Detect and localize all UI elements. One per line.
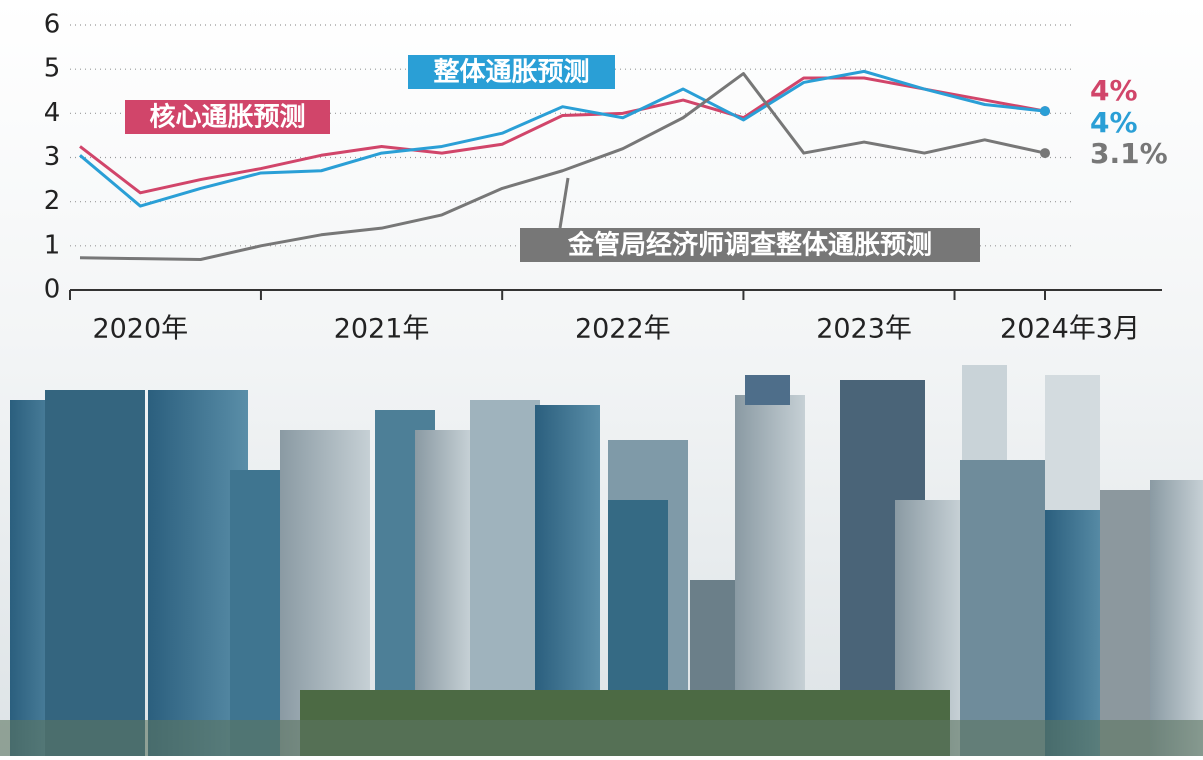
end-label: 3.1% [1090, 137, 1168, 170]
skyline-photo [0, 365, 1203, 756]
y-tick-label: 5 [44, 54, 61, 84]
legend-box [408, 55, 615, 89]
legend-box [520, 228, 980, 262]
y-tick-label: 2 [44, 186, 61, 216]
legend-label: 核心通胀预测 [149, 102, 305, 133]
legend-box [125, 100, 330, 134]
x-tick-label: 2024年3月 [1000, 314, 1140, 345]
series-line [79, 69, 1046, 208]
x-tick-label: 2020年 [92, 314, 188, 345]
x-tick-label: 2023年 [816, 314, 912, 345]
y-tick-label: 6 [44, 10, 61, 40]
end-label: 4% [1090, 106, 1138, 139]
series-line [79, 72, 1046, 262]
y-tick-label: 0 [44, 275, 61, 305]
end-dot [1040, 106, 1050, 117]
y-tick-label: 4 [44, 98, 61, 128]
x-tick-label: 2021年 [334, 314, 430, 345]
end-label: 4% [1090, 74, 1138, 107]
pointer [558, 177, 570, 229]
y-tick-label: 3 [44, 142, 61, 172]
legend-label: 金管局经济师调查整体通胀预测 [567, 230, 932, 261]
end-dot [1040, 148, 1050, 159]
series-line [79, 76, 1046, 195]
y-tick-label: 1 [44, 230, 61, 260]
x-tick-label: 2022年 [575, 314, 671, 345]
legend-label: 整体通胀预测 [433, 57, 589, 88]
